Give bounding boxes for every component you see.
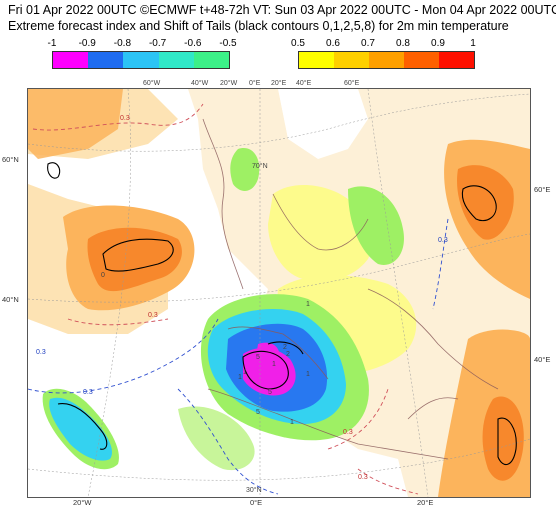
grat-top: 0.3 (358, 474, 368, 481)
legend-negative-colorbar (52, 51, 230, 69)
area-orange-northwest (28, 89, 123, 159)
legend-tick-label: -0.7 (148, 38, 167, 49)
legend-tick-label: 0.7 (361, 38, 375, 49)
title-line-1: Fri 01 Apr 2022 00UTC ©ECMWF t+48-72h VT… (8, 3, 556, 17)
grat-top: 1 (243, 369, 247, 376)
legend-tick-label: -1 (47, 38, 57, 49)
grat-top: 0°E (249, 80, 261, 87)
legend-tick-label: 1 (470, 38, 476, 49)
area-magenta-france (256, 342, 280, 366)
grat-top: 60°W (143, 80, 161, 87)
legend-color-swatch (123, 52, 159, 68)
legend-color-swatch (334, 52, 369, 68)
legend-color-swatch (439, 52, 474, 68)
legend-negative-labels: -1 -0.9 -0.8 -0.7 -0.6 -0.5 (48, 38, 242, 50)
forecast-map: 60°N 40°N 60°E 40°E 60°W 40°W 20°W 0°E 20°E 40°… (2, 80, 550, 507)
grat-top: 0.3 (36, 349, 46, 356)
lon-label: 0°E (250, 498, 263, 507)
legend-negative: -1 -0.9 -0.8 -0.7 -0.6 -0.5 (48, 38, 242, 72)
coastlines (202, 118, 499, 460)
legend-tick-label: -0.5 (219, 38, 237, 49)
grat-top: 20°E (271, 80, 287, 87)
legend-color-swatch (88, 52, 124, 68)
legend-color-swatch (369, 52, 404, 68)
grat-top: 1 (272, 361, 276, 368)
lon-label: 20°E (417, 498, 434, 507)
grat-top: 0.3 (120, 115, 130, 122)
grat-top: 2 (286, 351, 290, 358)
area-green-light-south (178, 406, 255, 471)
legend-tick-label: -0.6 (184, 38, 202, 49)
grat-top: 0.3 (83, 389, 93, 396)
legend-tick-label: 0.9 (431, 38, 445, 49)
area-yellow-scandinavia (268, 184, 373, 281)
legend-tick-label: 0.8 (396, 38, 410, 49)
grat-top: 5 (268, 389, 272, 396)
legend-positive: 0.5 0.6 0.7 0.8 0.9 1 (291, 38, 488, 72)
grat-top: 40°E (296, 80, 312, 87)
title-line-2: Extreme forecast index and Shift of Tail… (8, 19, 509, 33)
legend-tick-label: -0.9 (78, 38, 96, 49)
grat-top: 70°N (252, 163, 268, 170)
grat-top: 0 (101, 272, 105, 279)
grat-top: 1 (306, 371, 310, 378)
graticule (27, 88, 531, 498)
grat-top: 1 (238, 374, 242, 381)
lat-label: 40°E (534, 355, 551, 364)
grat-top: 20°W (220, 80, 238, 87)
probability-contours (27, 103, 449, 495)
grat-top: 0.3 (343, 429, 353, 436)
legend-tick-label: 0.5 (291, 38, 305, 49)
grat-top: 30°N (246, 487, 262, 494)
grat-top: 40°W (191, 80, 209, 87)
grat-top: 0.3 (148, 312, 158, 319)
grat-top: 1 (306, 301, 310, 308)
grat-top: 5 (256, 354, 260, 361)
legend-color-swatch (299, 52, 334, 68)
area-green-east-scandinavia (348, 186, 404, 265)
area-dark-orange-east (457, 165, 514, 240)
area-dark-orange-southeast (482, 396, 524, 481)
grat-top: 60°E (344, 80, 360, 87)
lat-label: 60°N (2, 155, 19, 164)
legend-color-swatch (404, 52, 439, 68)
area-green-north (230, 148, 260, 191)
lat-label: 60°E (534, 185, 551, 194)
grat-top: 0.3 (438, 237, 448, 244)
grat-top: 1 (290, 419, 294, 426)
area-dark-orange-atlantic (87, 227, 182, 292)
lat-label: 40°N (2, 295, 19, 304)
shift-of-tails-contours (47, 162, 517, 466)
area-arctic-white (278, 89, 368, 159)
legend-color-swatch (193, 52, 229, 68)
lon-label: 20°W (73, 498, 92, 507)
legend-color-swatch (158, 52, 194, 68)
grat-top: 5 (256, 409, 260, 416)
map-canvas (27, 88, 531, 498)
legend-tick-label: -0.8 (113, 38, 132, 49)
legend-color-swatch (53, 52, 89, 68)
grat-top: 2 (283, 344, 287, 351)
legend-tick-label: 0.6 (326, 38, 340, 49)
area-cyan-southwest (49, 397, 113, 461)
legend-positive-labels: 0.5 0.6 0.7 0.8 0.9 1 (291, 38, 488, 50)
legend-positive-colorbar (298, 51, 475, 69)
